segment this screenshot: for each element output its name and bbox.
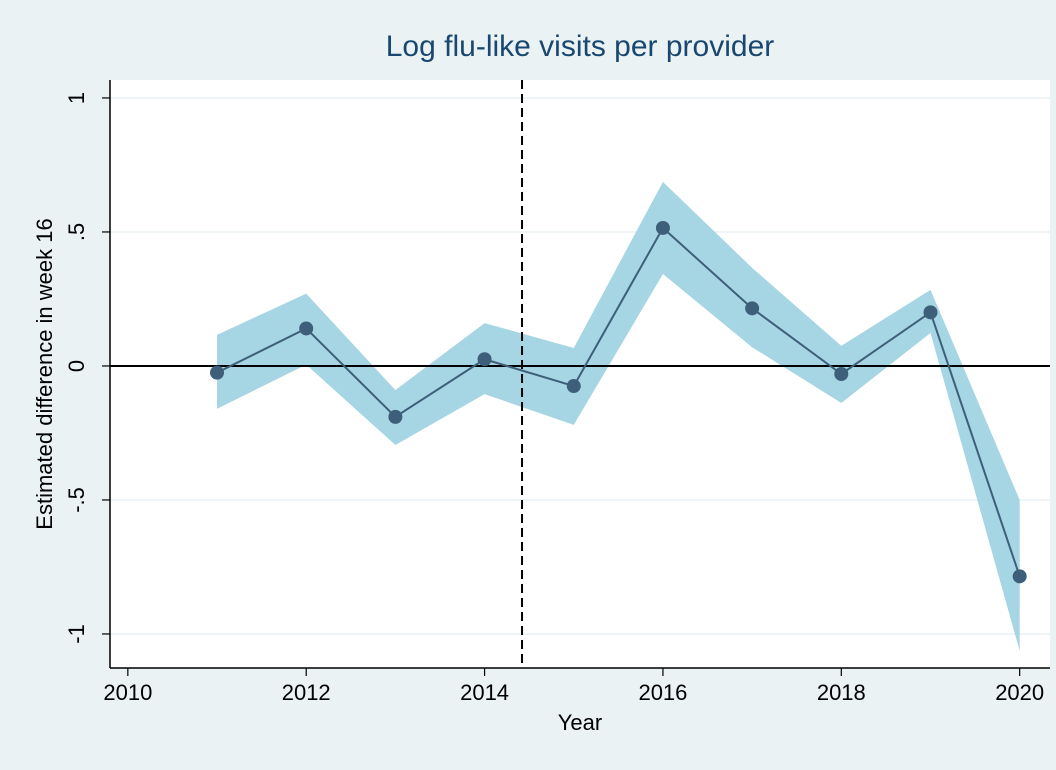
marker — [388, 409, 403, 424]
y-axis-label: Estimated difference in week 16 — [32, 218, 57, 529]
marker — [655, 220, 670, 235]
y-tick-label: -.5 — [64, 487, 89, 513]
marker — [834, 367, 849, 381]
x-axis-label: Year — [558, 710, 602, 735]
marker — [299, 321, 314, 336]
x-tick-label: 2020 — [995, 680, 1044, 705]
marker — [923, 305, 938, 320]
x-tick-label: 2012 — [282, 680, 331, 705]
marker — [1012, 569, 1027, 584]
x-tick-label: 2010 — [103, 680, 152, 705]
marker — [477, 352, 492, 367]
confidence-band — [217, 181, 1020, 651]
y-tick-label: .5 — [64, 223, 89, 241]
x-tick-label: 2014 — [460, 680, 509, 705]
marker — [745, 301, 760, 316]
x-tick-label: 2018 — [817, 680, 866, 705]
y-tick-label: -1 — [64, 624, 89, 644]
marker — [566, 379, 581, 394]
x-tick-label: 2016 — [638, 680, 687, 705]
chart-title: Log flu-like visits per provider — [386, 30, 775, 63]
y-tick-label: 0 — [64, 360, 89, 372]
marker — [210, 365, 225, 380]
y-tick-label: 1 — [64, 92, 89, 104]
line — [216, 226, 1021, 577]
